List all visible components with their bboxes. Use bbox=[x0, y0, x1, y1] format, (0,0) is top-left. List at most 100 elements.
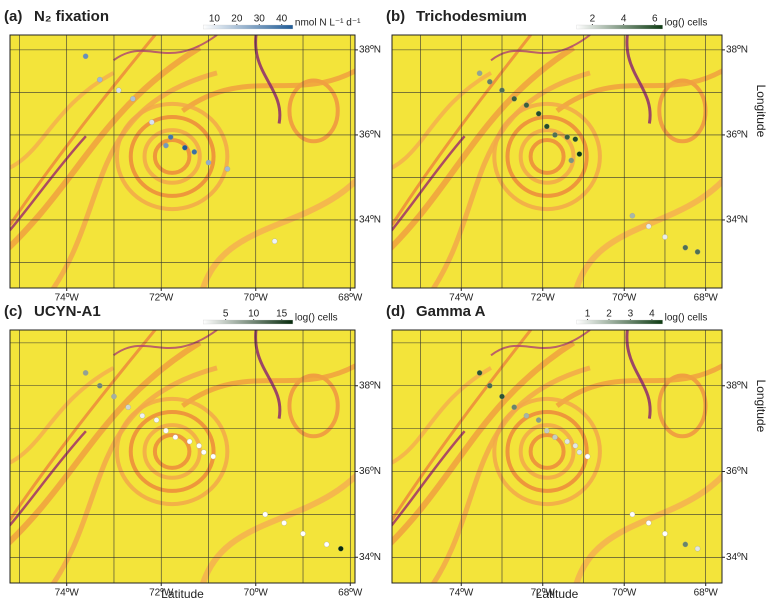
sample-point bbox=[163, 428, 168, 433]
colorbar-tick-label: 10 bbox=[209, 14, 221, 25]
colorbar-unit: log() cells bbox=[665, 18, 708, 29]
sample-point bbox=[512, 405, 517, 410]
sample-point bbox=[499, 394, 504, 399]
colorbar-tick-label: 30 bbox=[254, 14, 266, 25]
sample-point bbox=[163, 143, 168, 148]
sample-point bbox=[544, 428, 549, 433]
colorbar-tick-label: 2 bbox=[590, 14, 596, 25]
sample-point bbox=[695, 546, 700, 551]
sample-point bbox=[126, 405, 131, 410]
sample-point bbox=[524, 413, 529, 418]
y-axis-label: Longitude bbox=[754, 85, 768, 138]
colorbar-tick-label: 3 bbox=[628, 309, 634, 320]
sample-point bbox=[130, 96, 135, 101]
sample-point bbox=[173, 435, 178, 440]
lon-tick-label: 74ºW bbox=[449, 588, 474, 599]
colorbar-tick-label: 40 bbox=[276, 14, 288, 25]
lon-tick-label: 68ºW bbox=[694, 293, 719, 304]
lon-tick-label: 72ºW bbox=[149, 293, 174, 304]
sample-point bbox=[477, 370, 482, 375]
lon-tick-label: 70ºW bbox=[612, 293, 637, 304]
sample-point bbox=[646, 520, 651, 525]
panel-title: N₂ fixation bbox=[34, 8, 109, 25]
sample-point bbox=[565, 134, 570, 139]
colorbar bbox=[203, 320, 293, 324]
map-background bbox=[392, 330, 722, 583]
panel-title: UCYN-A1 bbox=[34, 303, 101, 320]
sample-point bbox=[569, 158, 574, 163]
sample-point bbox=[149, 120, 154, 125]
map-panel bbox=[0, 22, 372, 300]
sample-point bbox=[206, 160, 211, 165]
map-panel bbox=[0, 317, 372, 595]
panel-label: (d) bbox=[386, 303, 405, 320]
lat-tick-label: 38ºN bbox=[726, 45, 748, 56]
panel-title: Trichodesmium bbox=[416, 8, 527, 25]
colorbar-unit: nmol N L⁻¹ d⁻¹ bbox=[295, 18, 361, 29]
sample-point bbox=[477, 71, 482, 76]
sample-point bbox=[487, 79, 492, 84]
colorbar-tick-label: 20 bbox=[231, 14, 243, 25]
sample-point bbox=[192, 149, 197, 154]
sample-point bbox=[201, 450, 206, 455]
colorbar-tick-label: 1 bbox=[585, 309, 591, 320]
sample-point bbox=[282, 520, 287, 525]
sample-point bbox=[263, 512, 268, 517]
sample-point bbox=[544, 124, 549, 129]
sample-point bbox=[168, 134, 173, 139]
sample-point bbox=[630, 213, 635, 218]
colorbar-tick-label: 6 bbox=[652, 14, 658, 25]
sample-point bbox=[577, 151, 582, 156]
sample-point bbox=[573, 443, 578, 448]
sample-point bbox=[683, 542, 688, 547]
map-background bbox=[392, 35, 722, 288]
sample-point bbox=[83, 370, 88, 375]
y-axis-label: Longitude bbox=[754, 380, 768, 433]
sample-point bbox=[97, 77, 102, 82]
lat-tick-label: 38ºN bbox=[359, 380, 381, 391]
sample-point bbox=[552, 132, 557, 137]
colorbar-tick-label: 5 bbox=[223, 309, 229, 320]
figure: 74ºW 72ºW 70ºW 68ºW 38ºN 36ºN 34ºN (a) N₂ fixati… bbox=[0, 0, 770, 601]
map-panel bbox=[376, 22, 739, 300]
sample-point bbox=[324, 542, 329, 547]
sample-point bbox=[662, 531, 667, 536]
sample-point bbox=[111, 394, 116, 399]
colorbar-tick-label: 2 bbox=[606, 309, 612, 320]
sample-point bbox=[662, 234, 667, 239]
panel-label: (a) bbox=[4, 8, 22, 25]
lon-tick-label: 68ºW bbox=[338, 293, 363, 304]
sample-point bbox=[140, 413, 145, 418]
sample-point bbox=[154, 417, 159, 422]
sample-point bbox=[211, 454, 216, 459]
x-axis-label: Latitude bbox=[161, 587, 204, 601]
sample-point bbox=[536, 111, 541, 116]
sample-point bbox=[683, 245, 688, 250]
sample-point bbox=[573, 137, 578, 142]
sample-point bbox=[338, 546, 343, 551]
colorbar-tick-label: 15 bbox=[276, 309, 288, 320]
sample-point bbox=[187, 439, 192, 444]
lon-tick-label: 70ºW bbox=[244, 588, 269, 599]
sample-point bbox=[97, 383, 102, 388]
sample-point bbox=[196, 443, 201, 448]
sample-point bbox=[552, 435, 557, 440]
sample-point bbox=[182, 145, 187, 150]
sample-point bbox=[499, 88, 504, 93]
x-axis-label: Latitude bbox=[536, 587, 579, 601]
lat-tick-label: 36ºN bbox=[726, 130, 748, 141]
lon-tick-label: 74ºW bbox=[55, 588, 80, 599]
lon-tick-label: 68ºW bbox=[694, 588, 719, 599]
colorbar-tick-label: 4 bbox=[621, 14, 627, 25]
sample-point bbox=[524, 103, 529, 108]
lat-tick-label: 34ºN bbox=[359, 215, 381, 226]
sample-point bbox=[630, 512, 635, 517]
sample-point bbox=[565, 439, 570, 444]
sample-point bbox=[512, 96, 517, 101]
lat-tick-label: 38ºN bbox=[359, 45, 381, 56]
lat-tick-label: 34ºN bbox=[359, 552, 381, 563]
lon-tick-label: 70ºW bbox=[244, 293, 269, 304]
colorbar bbox=[203, 25, 293, 29]
lon-tick-label: 70ºW bbox=[612, 588, 637, 599]
sample-point bbox=[585, 454, 590, 459]
